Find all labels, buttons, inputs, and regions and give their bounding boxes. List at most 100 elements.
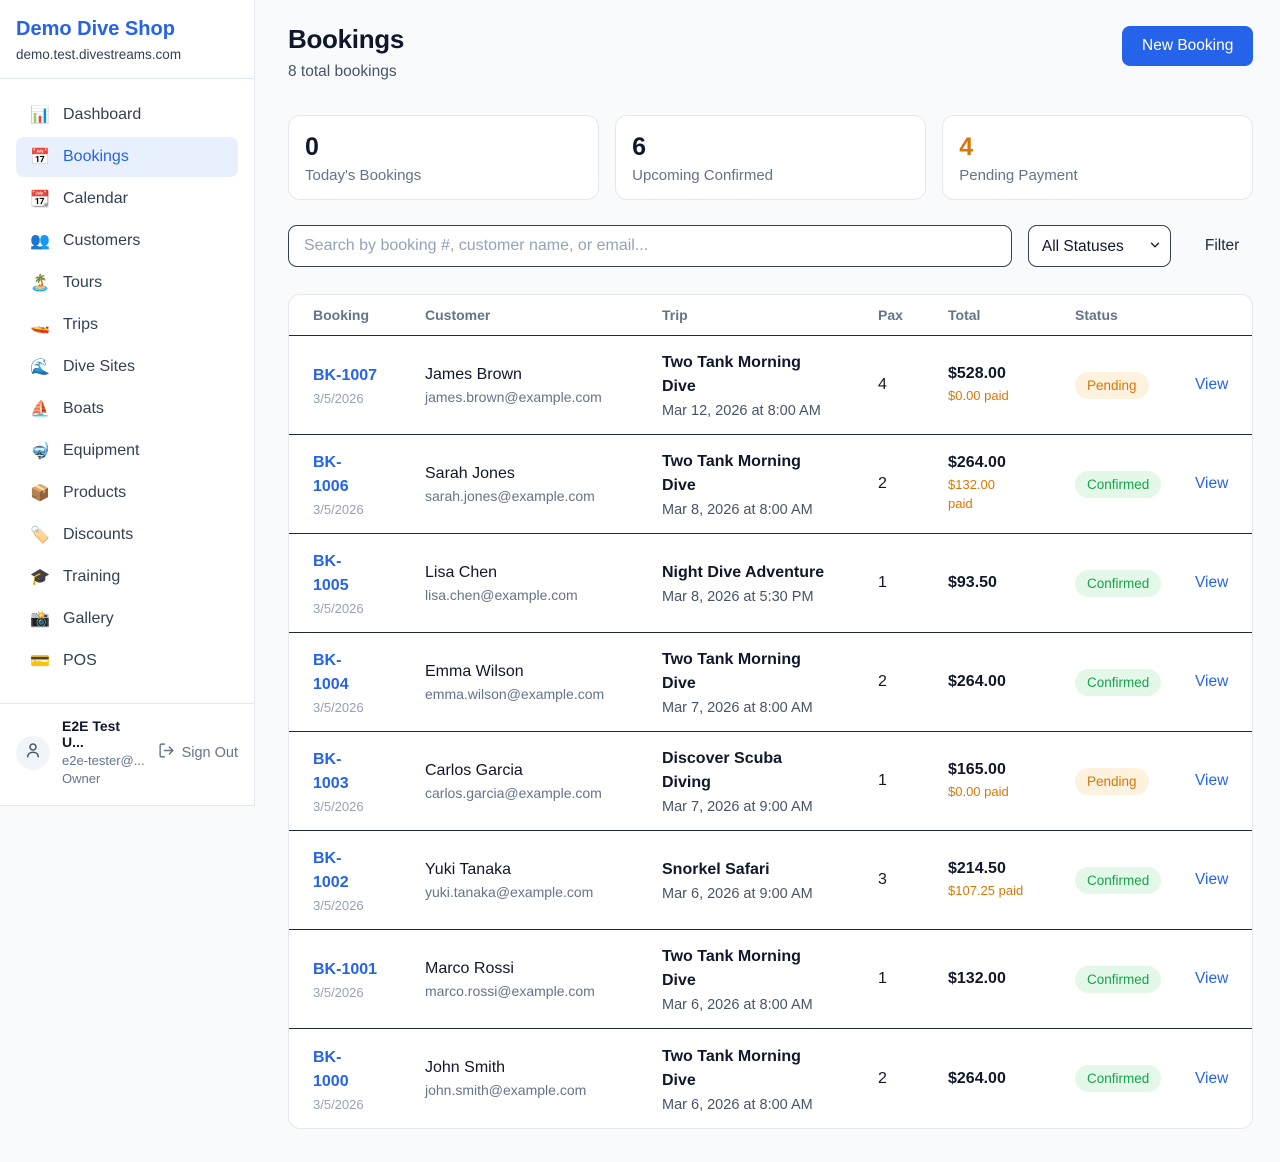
sidebar-item-dive-sites[interactable]: 🌊 Dive Sites bbox=[16, 347, 238, 387]
pax-cell: 1 bbox=[878, 574, 887, 591]
booking-id-link[interactable]: BK-1007 bbox=[313, 367, 378, 384]
filter-button[interactable]: Filter bbox=[1187, 237, 1253, 255]
page-title: Bookings bbox=[288, 24, 405, 54]
paid-amount: $0.00 paid bbox=[948, 783, 1009, 799]
view-link[interactable]: View bbox=[1195, 376, 1229, 393]
booking-date: 3/5/2026 bbox=[313, 391, 364, 406]
booking-id-link[interactable]: BK- 1003 bbox=[313, 751, 349, 792]
status-cell: Confirmed bbox=[1075, 1065, 1195, 1092]
booking-id-link[interactable]: BK- 1004 bbox=[313, 652, 349, 693]
booking-cell: BK- 1004 3/5/2026 bbox=[313, 649, 425, 715]
view-link[interactable]: View bbox=[1195, 772, 1229, 789]
view-link[interactable]: View bbox=[1195, 1069, 1229, 1087]
booking-date: 3/5/2026 bbox=[313, 502, 364, 517]
booking-id-link[interactable]: BK- 1002 bbox=[313, 850, 349, 891]
sidebar-item-dashboard[interactable]: 📊 Dashboard bbox=[16, 95, 238, 135]
total-cell: $264.00 bbox=[948, 1070, 1075, 1088]
sidebar-item-trips[interactable]: 🚤 Trips bbox=[16, 305, 238, 345]
status-cell: Confirmed bbox=[1075, 965, 1195, 993]
sidebar-item-pos[interactable]: 💳 POS bbox=[16, 641, 238, 681]
sidebar-item-icon: 📆 bbox=[30, 191, 50, 208]
sidebar-item-calendar[interactable]: 📆 Calendar bbox=[16, 179, 238, 219]
sidebar-item-equipment[interactable]: 🤿 Equipment bbox=[16, 431, 238, 471]
status-badge: Pending bbox=[1075, 371, 1149, 399]
booking-date: 3/5/2026 bbox=[313, 898, 364, 913]
page-header: Bookings 8 total bookings New Booking bbox=[288, 24, 1254, 81]
customer-name: Carlos Garcia bbox=[425, 761, 523, 779]
column-header-booking: Booking bbox=[313, 307, 369, 323]
trip-name: Two Tank Morning Dive bbox=[662, 651, 801, 692]
trip-datetime: Mar 6, 2026 at 8:00 AM bbox=[662, 997, 813, 1013]
trip-cell: Night Dive Adventure Mar 8, 2026 at 5:30… bbox=[662, 561, 878, 605]
customer-name: Yuki Tanaka bbox=[425, 860, 511, 878]
sidebar-item-training[interactable]: 🎓 Training bbox=[16, 557, 238, 597]
main-content: Bookings 8 total bookings New Booking 0 … bbox=[255, 0, 1280, 1161]
view-link[interactable]: View bbox=[1195, 475, 1229, 492]
total-cell: $528.00 $0.00 paid bbox=[948, 365, 1075, 406]
sidebar-item-gallery[interactable]: 📸 Gallery bbox=[16, 599, 238, 639]
search-input[interactable] bbox=[288, 225, 1012, 267]
sidebar-item-icon: ⛵ bbox=[30, 401, 50, 418]
sidebar-item-label: Equipment bbox=[63, 442, 140, 459]
sidebar-item-icon: 🏝️ bbox=[30, 275, 50, 292]
table-row: BK- 1004 3/5/2026 Emma Wilson emma.wilso… bbox=[289, 633, 1253, 732]
view-link[interactable]: View bbox=[1195, 871, 1229, 888]
sidebar-item-discounts[interactable]: 🏷️ Discounts bbox=[16, 515, 238, 555]
table-header-row: Booking Customer Trip Pax Total Status bbox=[289, 295, 1253, 336]
total-cell: $264.00 bbox=[948, 673, 1075, 691]
sidebar-header: Demo Dive Shop demo.test.divestreams.com bbox=[0, 0, 254, 79]
sidebar-item-label: Bookings bbox=[63, 148, 129, 165]
customer-cell: Emma Wilson emma.wilson@example.com bbox=[425, 663, 662, 702]
column-header-status: Status bbox=[1075, 307, 1118, 323]
new-booking-button[interactable]: New Booking bbox=[1122, 26, 1254, 66]
total-cell: $93.50 bbox=[948, 574, 1075, 592]
pax-cell: 4 bbox=[878, 376, 887, 393]
view-link[interactable]: View bbox=[1195, 970, 1229, 987]
trip-name: Two Tank Morning Dive bbox=[662, 1047, 801, 1089]
sidebar-nav: 📊 Dashboard 📅 Bookings 📆 Calendar 👥 Cust… bbox=[0, 79, 254, 693]
customer-cell: Marco Rossi marco.rossi@example.com bbox=[425, 960, 662, 999]
booking-cell: BK- 1005 3/5/2026 bbox=[313, 550, 425, 616]
sign-out-label: Sign Out bbox=[181, 744, 238, 761]
view-link[interactable]: View bbox=[1195, 574, 1229, 591]
customer-name: Marco Rossi bbox=[425, 959, 514, 977]
booking-id-link[interactable]: BK-1001 bbox=[313, 961, 378, 978]
view-link[interactable]: View bbox=[1195, 673, 1229, 690]
paid-amount: $0.00 paid bbox=[948, 387, 1009, 403]
trip-cell: Two Tank Morning Dive Mar 12, 2026 at 8:… bbox=[662, 351, 878, 419]
sidebar-item-label: Products bbox=[63, 484, 127, 501]
sidebar-item-icon: 🤿 bbox=[30, 443, 50, 460]
customer-email: james.brown@example.com bbox=[425, 388, 602, 405]
booking-cell: BK- 1002 3/5/2026 bbox=[313, 847, 425, 913]
trip-datetime: Mar 6, 2026 at 9:00 AM bbox=[662, 886, 813, 902]
stat-card-todays-bookings: 0 Today's Bookings bbox=[288, 115, 600, 200]
sign-out-button[interactable]: Sign Out bbox=[158, 742, 238, 763]
status-filter-select[interactable]: All Statuses bbox=[1027, 225, 1171, 267]
stat-label: Pending Payment bbox=[959, 167, 1078, 184]
sidebar-item-label: Dashboard bbox=[63, 106, 142, 123]
sidebar-item-bookings[interactable]: 📅 Bookings bbox=[16, 137, 238, 177]
sidebar-item-products[interactable]: 📦 Products bbox=[16, 473, 238, 513]
booking-id-link[interactable]: BK- 1005 bbox=[313, 553, 349, 594]
sidebar-item-customers[interactable]: 👥 Customers bbox=[16, 221, 238, 261]
total-amount: $264.00 bbox=[948, 454, 1006, 472]
status-cell: Confirmed bbox=[1075, 668, 1195, 696]
column-header-total: Total bbox=[948, 307, 981, 323]
sidebar-item-label: Tours bbox=[63, 274, 103, 291]
pax-cell: 2 bbox=[878, 475, 887, 492]
table-body: BK-1007 3/5/2026 James Brown james.brown… bbox=[289, 336, 1253, 1128]
status-cell: Confirmed bbox=[1075, 866, 1195, 894]
customer-name: Emma Wilson bbox=[425, 662, 524, 680]
customer-email: sarah.jones@example.com bbox=[425, 487, 595, 504]
booking-id-link[interactable]: BK- 1006 bbox=[313, 454, 349, 495]
sidebar-item-tours[interactable]: 🏝️ Tours bbox=[16, 263, 238, 303]
trip-cell: Two Tank Morning Dive Mar 7, 2026 at 8:0… bbox=[662, 648, 878, 716]
customer-email: carlos.garcia@example.com bbox=[425, 784, 602, 801]
sidebar-item-boats[interactable]: ⛵ Boats bbox=[16, 389, 238, 429]
trip-datetime: Mar 12, 2026 at 8:00 AM bbox=[662, 403, 821, 419]
total-cell: $214.50 $107.25 paid bbox=[948, 860, 1075, 901]
stat-value: 0 bbox=[305, 133, 319, 161]
table-row: BK- 1006 3/5/2026 Sarah Jones sarah.jone… bbox=[289, 435, 1253, 534]
sidebar-item-icon: 📅 bbox=[30, 149, 50, 166]
booking-id-link[interactable]: BK- 1000 bbox=[313, 1048, 349, 1090]
